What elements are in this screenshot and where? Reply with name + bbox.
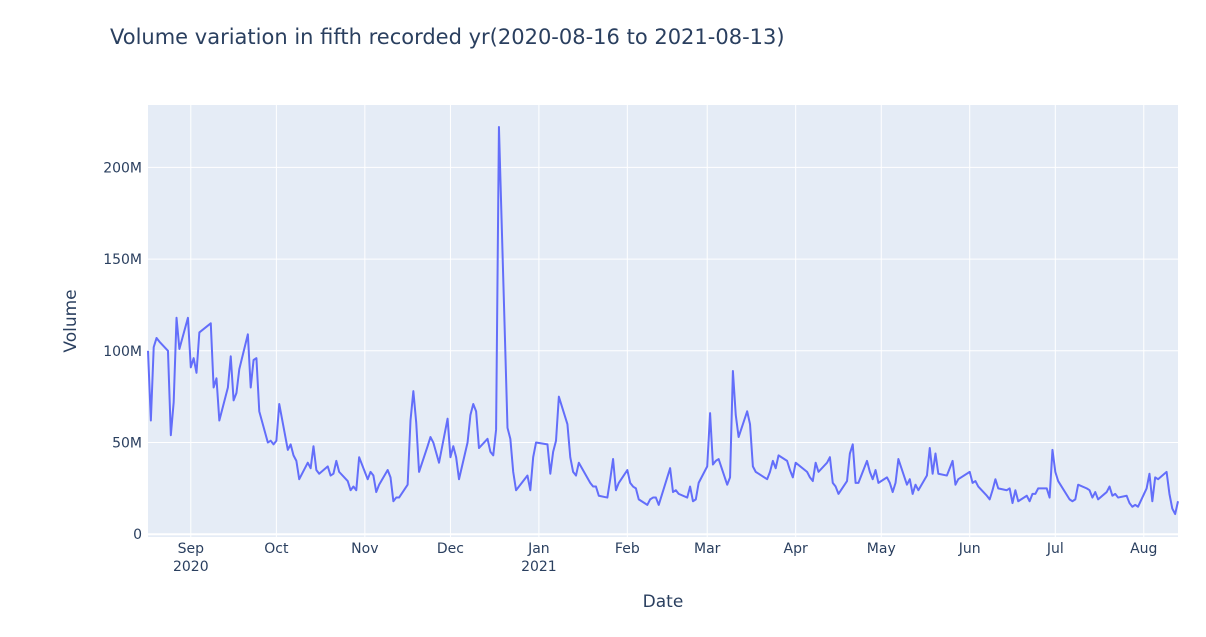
volume-line xyxy=(147,126,1179,516)
y-tick-label: 100M xyxy=(103,344,142,360)
y-tick-label: 200M xyxy=(103,160,142,176)
plot-area xyxy=(148,105,1178,537)
x-tick-label: Apr xyxy=(784,541,808,557)
y-tick-label: 150M xyxy=(103,252,142,268)
y-tick-label: 50M xyxy=(112,436,142,452)
x-tick-label: Dec xyxy=(437,541,464,557)
x-tick-label: Jan 2021 xyxy=(521,541,557,575)
x-axis-title: Date xyxy=(643,592,684,612)
chart-title: Volume variation in fifth recorded yr(20… xyxy=(110,25,785,49)
x-tick-label: Oct xyxy=(264,541,289,557)
x-tick-label: Jun xyxy=(958,541,981,557)
y-tick-label: 0 xyxy=(133,527,142,543)
x-tick-label: Aug xyxy=(1130,541,1157,557)
x-tick-label: Jul xyxy=(1046,541,1064,557)
x-tick-label: May xyxy=(867,541,896,557)
x-tick-label: Nov xyxy=(351,541,378,557)
x-tick-label: Feb xyxy=(615,541,640,557)
x-tick-label: Sep 2020 xyxy=(173,541,209,575)
y-axis-title: Volume xyxy=(61,289,81,352)
x-tick-label: Mar xyxy=(694,541,721,557)
